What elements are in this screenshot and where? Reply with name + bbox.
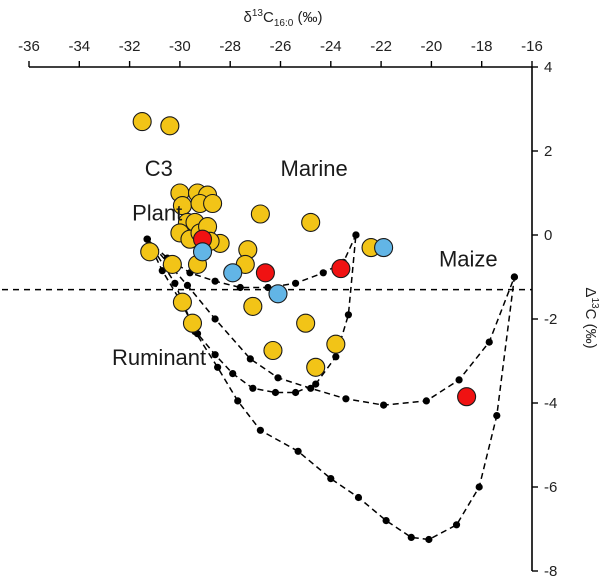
mixing-curve-node	[256, 426, 264, 434]
mixing-curve-node	[327, 475, 335, 483]
scatter-point	[296, 313, 316, 333]
scatter-point	[162, 254, 182, 274]
mixing-curve-node	[407, 533, 415, 542]
scatter-point	[306, 357, 326, 377]
mixing-curve-node	[485, 338, 493, 346]
scatter-point	[182, 313, 203, 333]
scatter-point	[203, 193, 223, 214]
mixing-curve-node	[234, 397, 242, 405]
y-tick-label: -4	[544, 395, 557, 412]
mixing-curve-node	[422, 397, 430, 405]
annotation-plant: Plant	[132, 200, 182, 225]
chart-annotations-layer: C3 Plant Marine Maize Ruminant	[112, 156, 498, 370]
scatter-point	[250, 204, 270, 224]
mixing-curve-node	[342, 395, 350, 403]
x-axis-title-main: δ	[244, 9, 252, 26]
annotation-ruminant: Ruminant	[112, 345, 206, 370]
scatter-point	[331, 259, 351, 279]
annotation-maize: Maize	[439, 247, 498, 272]
mixing-curve-node	[344, 311, 353, 319]
mixing-curve-node	[493, 412, 501, 420]
x-axis-title-sub: 16:0	[274, 18, 294, 29]
scatter-point	[140, 242, 160, 262]
x-tick-label: -16	[521, 38, 543, 55]
y-tick-label: 2	[544, 143, 552, 160]
mixing-curve-node	[143, 235, 151, 243]
x-tick-label: -28	[219, 38, 241, 55]
chart-axes-layer	[29, 66, 533, 571]
mixing-curve-node	[294, 447, 302, 455]
y-tick-label: -2	[544, 311, 557, 328]
y-tick-label: 4	[544, 59, 552, 76]
mixing-curve-node	[229, 370, 237, 378]
mixing-curve-node	[510, 273, 518, 281]
scatter-point	[160, 116, 180, 136]
mixing-curve-node	[332, 353, 340, 361]
mixing-curve-node	[211, 277, 219, 285]
scatter-point	[268, 284, 288, 304]
mixing-curve-node	[425, 535, 433, 544]
annotation-c3: C3	[145, 156, 173, 181]
x-tick-label: -24	[320, 38, 342, 55]
mixing-curve	[146, 238, 516, 406]
scatter-point	[243, 296, 263, 316]
mixing-curve-node	[246, 355, 254, 363]
mixing-curve-node	[455, 376, 463, 384]
mixing-curve-node	[291, 279, 300, 287]
y-axis-title-sup: 13	[589, 297, 600, 309]
scatter-point	[223, 263, 243, 283]
mixing-curve-node	[171, 279, 179, 287]
mixing-curve-node	[307, 384, 315, 392]
x-tick-label: -18	[471, 38, 493, 55]
chart-points-layer	[132, 112, 477, 407]
y-axis-title-main: Δ	[582, 287, 599, 297]
y-tick-label: -8	[544, 563, 557, 580]
mixing-curve-node	[352, 231, 360, 239]
mixing-curve-node	[249, 384, 257, 392]
mixing-curve-node	[380, 401, 388, 409]
x-axis-title-unit: (‰)	[293, 9, 322, 26]
y-axis-title-rest: C (‰)	[582, 309, 599, 349]
scatter-point	[263, 340, 283, 361]
scatter-point	[457, 387, 477, 407]
mixing-curve-node	[274, 374, 282, 382]
y-tick-label: -6	[544, 479, 557, 496]
mixing-curve-node	[475, 483, 483, 491]
mixing-curve-node	[354, 493, 363, 502]
x-tick-label: -32	[119, 38, 141, 55]
mixing-curve-node	[236, 283, 244, 292]
x-tick-label: -22	[370, 38, 392, 55]
scatter-point	[132, 112, 152, 132]
x-axis-title-rest: C	[263, 9, 274, 26]
mixing-curve	[146, 238, 516, 541]
mixing-curve-node	[214, 363, 222, 371]
y-tick-label: 0	[544, 227, 552, 244]
x-axis-title-sup: 13	[252, 8, 264, 19]
scatter-point	[172, 292, 192, 312]
x-tick-label: -34	[68, 38, 90, 55]
mixing-curve-node	[211, 351, 219, 359]
x-axis-title: δ13C16:0 (‰)	[244, 8, 323, 29]
mixing-curve-node	[312, 380, 320, 388]
scatter-point	[374, 238, 394, 258]
mixing-curve-node	[211, 315, 219, 323]
scatter-point	[255, 263, 275, 283]
mixing-curve-node	[183, 281, 192, 289]
y-axis-title: Δ13C (‰)	[582, 287, 600, 348]
scatter-point	[301, 212, 321, 232]
scatter-point	[326, 334, 346, 354]
x-tick-label: -30	[169, 38, 191, 55]
mixing-curve-node	[452, 521, 461, 529]
annotation-marine: Marine	[281, 156, 348, 181]
mixing-curve-node	[382, 517, 390, 525]
scatter-point	[192, 242, 213, 262]
mixing-curve-node	[291, 388, 300, 397]
chart-ticks-layer: -36 -34 -32 -30 -28 -26 -24 -22 -20 -18 -164 2 0 -2 -4…	[18, 38, 557, 580]
x-tick-label: -26	[270, 38, 292, 55]
mixing-curve-node	[271, 388, 280, 397]
x-tick-label: -36	[18, 38, 40, 55]
x-tick-label: -20	[421, 38, 443, 55]
mixing-curve-node	[319, 269, 327, 277]
